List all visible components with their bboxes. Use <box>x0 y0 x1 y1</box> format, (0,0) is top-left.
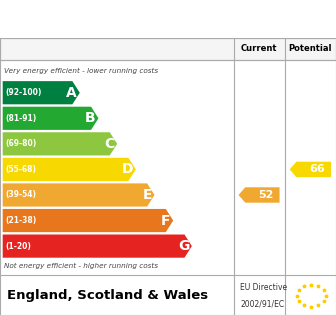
Text: B: B <box>85 111 96 125</box>
Text: (92-100): (92-100) <box>5 88 42 97</box>
Text: A: A <box>66 86 77 100</box>
Bar <box>0 38 336 60</box>
Text: E: E <box>142 188 152 202</box>
Text: 2002/91/EC: 2002/91/EC <box>240 299 284 308</box>
Text: (1-20): (1-20) <box>5 242 31 251</box>
Text: D: D <box>122 163 133 176</box>
Text: England, Scotland & Wales: England, Scotland & Wales <box>7 289 208 301</box>
Text: 52: 52 <box>258 190 274 200</box>
Polygon shape <box>3 107 98 130</box>
Text: EU Directive: EU Directive <box>240 283 287 291</box>
Text: (55-68): (55-68) <box>5 165 36 174</box>
Polygon shape <box>290 162 331 177</box>
Text: Potential: Potential <box>289 44 332 54</box>
Polygon shape <box>239 187 280 203</box>
Text: C: C <box>104 137 115 151</box>
Text: F: F <box>161 214 170 227</box>
Polygon shape <box>3 209 173 232</box>
Text: Energy Efficiency Rating: Energy Efficiency Rating <box>10 12 220 26</box>
Polygon shape <box>3 132 117 155</box>
Polygon shape <box>3 183 155 207</box>
Polygon shape <box>3 234 192 258</box>
Text: G: G <box>178 239 189 253</box>
Polygon shape <box>3 81 80 104</box>
Text: Not energy efficient - higher running costs: Not energy efficient - higher running co… <box>4 263 158 269</box>
Text: (81-91): (81-91) <box>5 114 37 123</box>
Polygon shape <box>3 158 136 181</box>
Text: (21-38): (21-38) <box>5 216 37 225</box>
Text: 66: 66 <box>309 164 325 175</box>
Text: Current: Current <box>241 44 277 54</box>
Text: (69-80): (69-80) <box>5 139 37 148</box>
Text: (39-54): (39-54) <box>5 191 36 199</box>
Text: Very energy efficient - lower running costs: Very energy efficient - lower running co… <box>4 67 158 73</box>
